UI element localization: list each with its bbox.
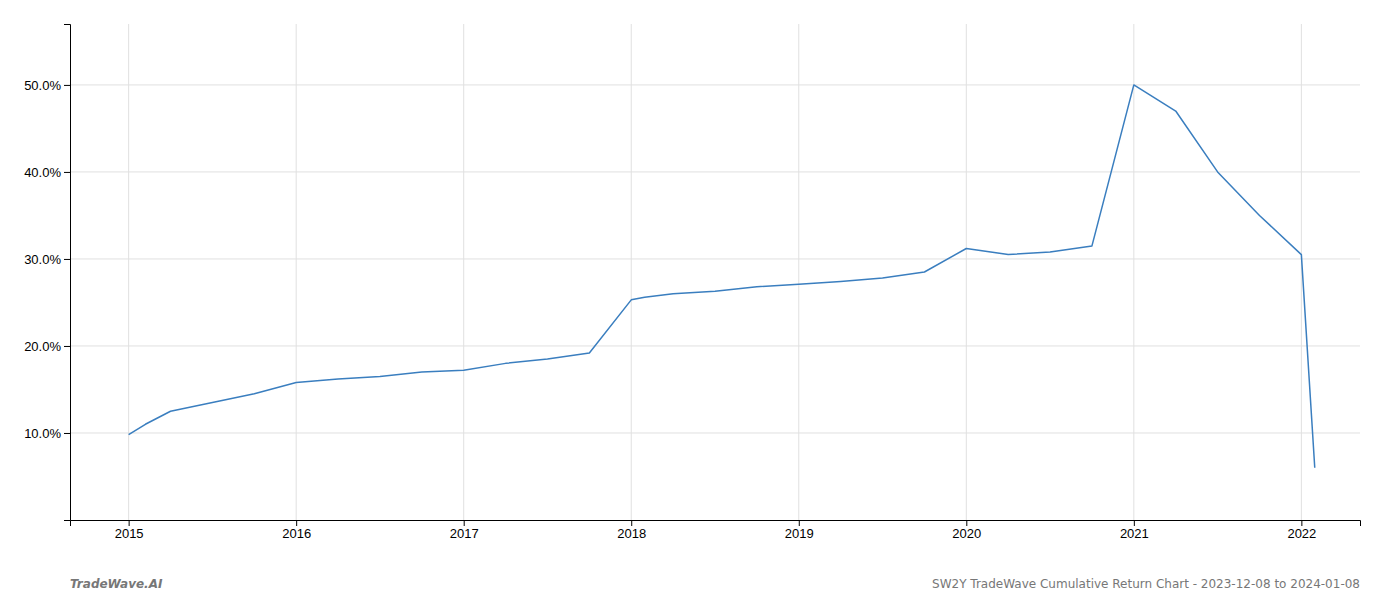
- y-tick-label: 20.0%: [24, 339, 61, 354]
- chart: 2015 2016 2017 2018 2019 2020 2021 2022 10.0% 20.…: [0, 0, 1400, 600]
- grid-line-x: [128, 24, 129, 520]
- x-tick: 2016: [282, 520, 311, 541]
- x-tick-mark: [129, 520, 130, 526]
- x-tick-mark: [966, 520, 967, 526]
- y-axis-line: [64, 25, 71, 521]
- x-tick: 2022: [1287, 520, 1316, 541]
- plot-area: [129, 85, 1315, 468]
- x-tick-mark: [296, 520, 297, 526]
- grid-line-x: [798, 24, 799, 520]
- x-tick-label: 2021: [1120, 526, 1149, 541]
- y-tick-label: 10.0%: [24, 426, 61, 441]
- grid-line-x: [631, 24, 632, 520]
- x-tick: 2019: [785, 520, 814, 541]
- x-tick-label: 2018: [617, 526, 646, 541]
- x-tick-label: 2016: [282, 526, 311, 541]
- grid-line-x: [1133, 24, 1134, 520]
- x-tick-label: 2019: [785, 526, 814, 541]
- y-tick: 10.0%: [24, 426, 70, 441]
- grid-line-y: [70, 171, 1360, 172]
- grid: [70, 24, 1360, 520]
- grid-line-x: [463, 24, 464, 520]
- x-tick-mark: [799, 520, 800, 526]
- x-tick-label: 2015: [115, 526, 144, 541]
- grid-line-y: [70, 345, 1360, 346]
- x-tick-mark: [1301, 520, 1302, 526]
- footer: TradeWave.AI SW2Y TradeWave Cumulative Re…: [70, 577, 1360, 591]
- x-tick-label: 2017: [450, 526, 479, 541]
- y-axis: 10.0% 20.0% 30.0% 40.0% 50.0%: [24, 25, 70, 521]
- x-tick-label: 2022: [1287, 526, 1316, 541]
- y-tick-label: 30.0%: [24, 252, 61, 267]
- x-tick-mark: [464, 520, 465, 526]
- y-tick-label: 40.0%: [24, 165, 61, 180]
- y-tick: 50.0%: [24, 78, 70, 93]
- y-tick-mark: [64, 259, 70, 260]
- x-tick: 2018: [617, 520, 646, 541]
- grid-line-y: [70, 432, 1360, 433]
- y-tick: 40.0%: [24, 165, 70, 180]
- y-tick-label: 50.0%: [24, 78, 61, 93]
- grid-line-y: [70, 84, 1360, 85]
- y-tick-mark: [64, 172, 70, 173]
- line: [129, 85, 1315, 468]
- x-tick: 2020: [952, 520, 981, 541]
- x-axis: 2015 2016 2017 2018 2019 2020 2021 2022: [71, 520, 1361, 541]
- x-tick-mark: [1134, 520, 1135, 526]
- footer-text: SW2Y TradeWave Cumulative Return Chart -…: [932, 577, 1360, 591]
- x-tick-mark: [631, 520, 632, 526]
- x-tick-label: 2020: [952, 526, 981, 541]
- x-tick: 2015: [115, 520, 144, 541]
- x-tick: 2021: [1120, 520, 1149, 541]
- y-tick: 30.0%: [24, 252, 70, 267]
- grid-line-x: [966, 24, 967, 520]
- grid-line-y: [70, 258, 1360, 259]
- x-axis-line: [71, 521, 1361, 527]
- y-tick: 20.0%: [24, 339, 70, 354]
- y-tick-mark: [64, 346, 70, 347]
- grid-line-x: [296, 24, 297, 520]
- x-tick: 2017: [450, 520, 479, 541]
- y-tick-mark: [64, 433, 70, 434]
- y-tick-mark: [64, 85, 70, 86]
- footer-text: TradeWave.AI: [70, 577, 163, 591]
